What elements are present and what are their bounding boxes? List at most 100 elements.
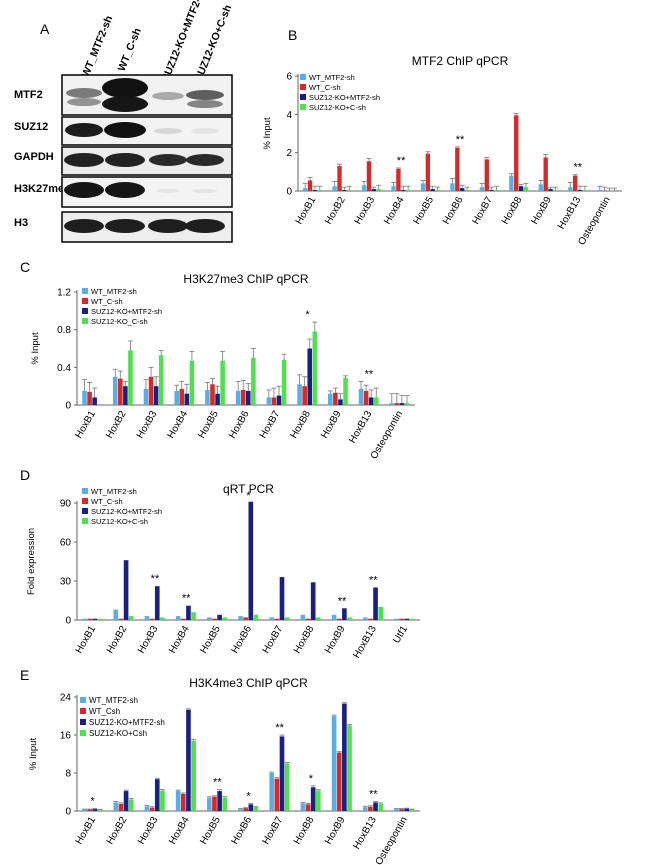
bar [347,725,352,811]
bar [123,791,129,811]
blot-band [186,90,224,100]
bar [118,618,124,620]
bar [399,618,404,620]
bar [97,618,103,620]
legend-label: WT_C-sh [91,297,123,306]
bar [376,189,381,191]
bar [523,187,529,191]
bar [191,740,196,811]
legend-label: SUZ12-KO+MTF2-sh [89,718,165,727]
legend-swatch [300,74,306,80]
blot-band [64,182,104,198]
bar [307,348,313,405]
bar [297,384,302,405]
legend-swatch [300,104,306,110]
x-tick-label: HoxB13 [556,195,584,232]
x-tick-label: HoxB8 [500,195,525,227]
bar [210,384,215,405]
blot-band [185,219,225,233]
blot-band [67,98,101,106]
bar [189,360,195,405]
significance-mark: * [246,490,251,502]
significance-mark: ** [275,722,284,734]
bar [460,188,465,192]
blot-row-label: GAPDH [14,151,54,163]
bar [160,790,165,811]
legend-swatch [80,730,86,736]
bar [373,587,378,620]
bar [389,403,395,405]
bar [205,389,210,405]
x-tick-label: HoxB2 [323,195,348,227]
legend-label: SUZ12-KO+MTF2-sh [309,93,380,102]
bar [362,617,368,620]
x-tick-label: HoxB3 [353,195,378,227]
significance-mark: ** [369,575,378,587]
bar [553,190,558,191]
bar [358,388,364,405]
chart-b: MTF2 ChIP qPCR 0 2 4 6 % Input HoxB1 HoxB2 HoxB3… [262,54,622,247]
bar [92,618,98,620]
y-tick-label: 6 [286,72,292,83]
chart-c: H3K27me3 ChIP qPCR 0 0.4 0.8 1.2 % Input HoxB1… [30,272,415,461]
y-axis-label: % Input [30,332,41,365]
significance-mark: * [90,796,95,808]
bar [144,806,150,811]
x-tick-label: HoxB7 [258,409,283,441]
x-tick-label: HoxB5 [412,195,437,227]
bar [509,175,514,191]
bar [186,605,191,620]
blot-band [64,219,104,233]
bar [123,386,128,405]
x-tick-label: HoxB3 [135,409,160,441]
bar [175,791,181,811]
bar [180,618,186,620]
bar [269,617,275,620]
bar [154,779,160,811]
bar [87,391,92,405]
bar [92,397,97,405]
bar [128,799,134,811]
x-tick-label: HoxB9 [529,195,554,227]
blot-band [156,189,180,193]
legend-swatch [82,508,88,514]
legend-label: SUZ12-KO+MTF2-sh [91,307,162,316]
bar [217,791,222,811]
blot-band [154,128,182,134]
legend-label: WT_Csh [89,707,120,716]
chart-e: H3K4me3 ChIP qPCR 0 8 16 24 % Input HoxB1 HoxB2… [28,676,420,865]
bar [248,501,254,620]
significance-mark: ** [397,155,406,167]
bar [572,175,578,191]
bar [118,378,123,405]
bar [149,618,155,620]
bar [279,577,285,620]
legend-swatch [80,697,86,703]
blot-band [187,100,223,108]
chart-title: H3K4me3 ChIP qPCR [189,676,308,690]
x-tick-label: HoxB8 [292,624,317,656]
bar [405,190,411,191]
x-tick-label: HoxB4 [166,409,191,441]
bar [222,797,228,811]
blot-band [105,182,145,198]
legend-label: SUZ12-KO_C-sh [91,317,148,326]
bar [112,376,118,405]
x-tick-label: HoxB7 [471,195,496,227]
y-tick-label: 30 [60,577,72,588]
bar [394,403,400,405]
x-tick-label: HoxB5 [198,624,223,656]
legend-swatch [82,488,88,494]
legend-swatch [82,308,88,314]
bar [333,392,338,405]
bar [404,808,410,812]
blot-lane-label: WT_C-sh [116,26,144,73]
bar [238,616,243,620]
bar [494,190,499,191]
bar [435,190,440,191]
bar [271,397,277,405]
bar [253,614,259,620]
x-tick-label: HoxB9 [323,815,348,847]
bar [148,376,154,405]
